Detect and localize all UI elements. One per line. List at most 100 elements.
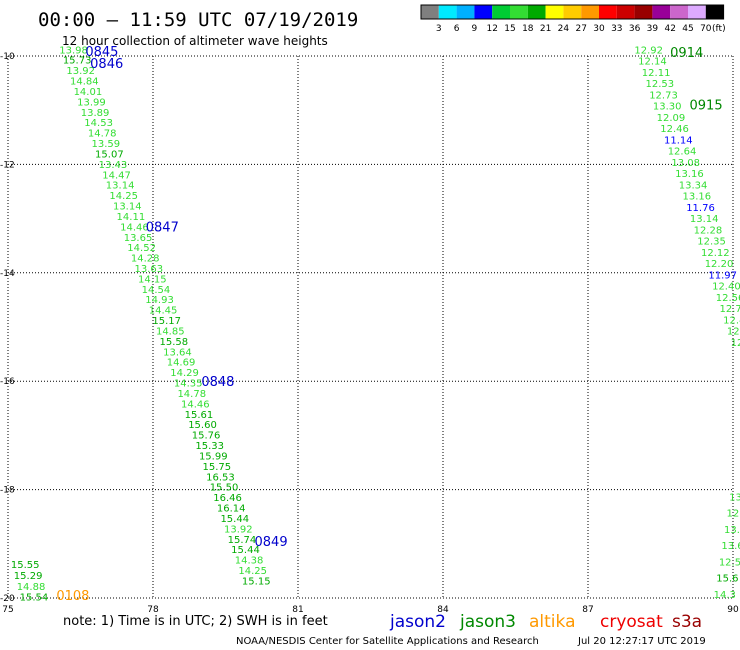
color-scale-label: 24 — [558, 24, 570, 34]
y-tick-label: -10 — [0, 52, 15, 62]
wave-height-value: 12.30 — [727, 327, 740, 338]
wave-height-value: 13.30 — [653, 102, 682, 113]
wave-height-value: 15.6 — [716, 574, 738, 585]
color-swatch — [510, 5, 528, 19]
wave-height-value: 14.25 — [109, 191, 138, 202]
wave-height-value: 14.3 — [714, 590, 736, 601]
wave-height-value: 15.54 — [20, 593, 49, 604]
wave-height-value: 15.44 — [231, 545, 260, 556]
wave-height-value: 14.52 — [127, 243, 156, 254]
wave-height-value: 13.43 — [99, 160, 128, 171]
wave-height-value: 14.47 — [102, 170, 131, 181]
wave-height-value: 12.20 — [705, 259, 734, 270]
color-swatch — [670, 5, 688, 19]
wave-height-value: 12.50 — [731, 338, 740, 349]
chart-title: 00:00 – 11:59 UTC 07/19/2019 — [38, 9, 358, 31]
pass-time-label: 0848 — [201, 375, 234, 390]
y-tick-label: -20 — [0, 594, 15, 604]
wave-height-value: 13.89 — [81, 108, 110, 119]
color-scale-label: 15 — [504, 24, 515, 34]
x-tick-label: 87 — [582, 605, 593, 615]
wave-height-value: 13.34 — [679, 180, 708, 191]
wave-height-value: 12.92 — [634, 45, 663, 56]
wave-height-value: 14.54 — [142, 285, 171, 296]
x-tick-label: 78 — [147, 605, 159, 615]
wave-height-value: 13.1 — [729, 492, 740, 503]
wave-height-value: 12.12 — [701, 248, 730, 259]
pass-time-label: 0915 — [690, 98, 723, 113]
wave-height-value: 15.99 — [199, 451, 228, 462]
wave-height-value: 15.60 — [188, 420, 217, 431]
color-swatch — [581, 5, 599, 19]
color-swatch — [563, 5, 582, 19]
wave-height-value: 16.14 — [217, 504, 246, 515]
wave-height-value: 12.64 — [668, 147, 697, 158]
pass-time-label: 0108 — [56, 589, 89, 604]
color-scale-label: 3 — [436, 24, 442, 34]
wave-height-value: 13.6 — [721, 541, 740, 552]
wave-height-value: 13.63 — [134, 264, 163, 275]
wave-height-value: 15.44 — [220, 514, 249, 525]
wave-height-value: 14.85 — [156, 326, 185, 337]
wave-height-value: 12.35 — [697, 237, 726, 248]
wave-height-value: 14.53 — [84, 118, 113, 129]
footer-timestamp: Jul 20 12:27:17 UTC 2019 — [577, 636, 706, 647]
chart-subtitle: 12 hour collection of altimeter wave hei… — [62, 34, 328, 48]
wave-height-value: 13.16 — [675, 169, 704, 180]
footer-credit: NOAA/NESDIS Center for Satellite Applica… — [236, 636, 539, 647]
wave-height-value: 12.53 — [645, 79, 674, 90]
satellite-altika: altika — [529, 612, 576, 632]
footer-note: note: 1) Time is in UTC; 2) SWH is in fe… — [63, 614, 328, 629]
wave-height-value: 13.98 — [59, 45, 88, 56]
wave-height-value: 14.11 — [117, 212, 146, 223]
wave-height-value: 16.53 — [206, 472, 235, 483]
y-tick-label: -16 — [0, 377, 15, 387]
wave-height-value: 14.01 — [74, 87, 103, 98]
pass-time-label: 0847 — [146, 220, 179, 235]
wave-height-value: 13.65 — [124, 233, 153, 244]
wave-height-value: 13.64 — [163, 347, 192, 358]
x-tick-label: 81 — [292, 605, 303, 615]
wave-height-value: 15.50 — [210, 483, 239, 494]
wave-height-value: 12.5 — [719, 557, 740, 568]
wave-height-value: 12.11 — [642, 68, 671, 79]
wave-height-value: 12.70 — [719, 304, 740, 315]
satellite-cryosat: cryosat — [600, 612, 663, 632]
wave-height-value: 15.74 — [228, 535, 257, 546]
wave-height-value: 14.78 — [88, 129, 117, 140]
wave-height-value: 12.56 — [716, 293, 740, 304]
wave-height-value: 12.28 — [694, 225, 723, 236]
axis-ticks: 75 78 81 84 87 90 -10 -12 -14 -16 -18 -20 — [0, 52, 739, 615]
pass-time-label: 0914 — [670, 46, 703, 61]
wave-height-value: 12.40 — [712, 282, 740, 293]
color-scale-label: 45 — [682, 24, 693, 34]
wave-height-value: 12.14 — [638, 57, 667, 68]
wave-height-value: 14.28 — [131, 254, 160, 265]
color-swatch — [705, 5, 724, 19]
wave-height-value: 15.29 — [14, 571, 43, 582]
satellite-jason3: jason3 — [459, 612, 516, 632]
wave-height-tracks: 13.9815.7313.9214.8414.0113.9913.8914.53… — [11, 45, 740, 603]
wave-height-value: 14.69 — [167, 358, 196, 369]
color-bar-frame — [420, 4, 725, 20]
wave-height-value: 14.15 — [138, 274, 167, 285]
color-scale-label: 70 — [700, 24, 712, 34]
wave-height-value: 13.14 — [113, 202, 142, 213]
wave-height-value: 14.93 — [145, 295, 174, 306]
wave-height-value: 14.45 — [149, 306, 178, 317]
wave-height-value: 15.76 — [192, 431, 221, 442]
color-swatch — [616, 5, 635, 19]
wave-height-value: 13.92 — [224, 524, 253, 535]
wave-height-value: 16.46 — [213, 493, 242, 504]
wave-height-value: 14.46 — [181, 399, 210, 410]
color-scale-label: 21 — [540, 24, 551, 34]
satellite-legend: jason2 jason3 altika cryosat s3a — [389, 612, 702, 632]
wave-height-value: 15.58 — [160, 337, 189, 348]
color-scale-label: 18 — [522, 24, 534, 34]
color-swatch — [421, 5, 439, 19]
wave-height-value: 12.09 — [657, 113, 686, 124]
wave-height-value: 13.99 — [77, 97, 106, 108]
color-scale-label: 6 — [454, 24, 460, 34]
wave-height-value: 15.17 — [152, 316, 181, 327]
